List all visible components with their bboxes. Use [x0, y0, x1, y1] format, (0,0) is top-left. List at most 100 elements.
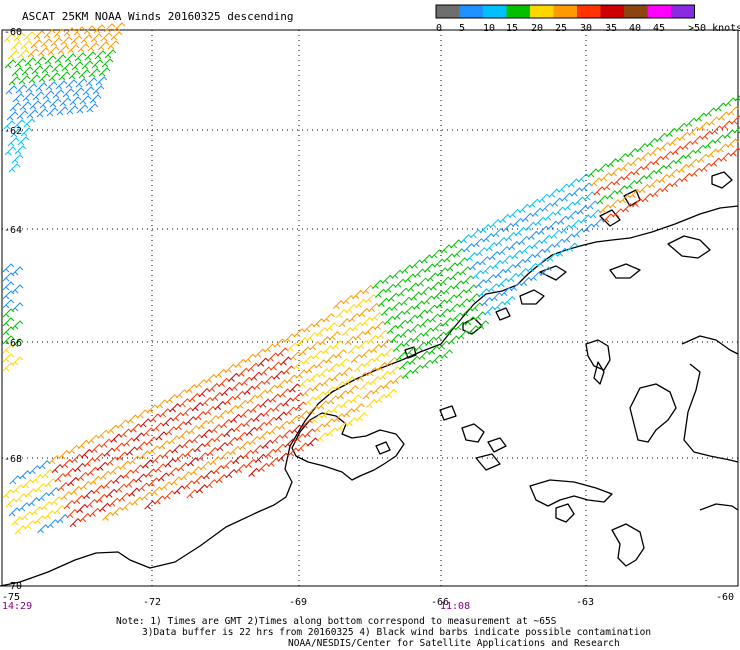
- wind-barb: [505, 231, 518, 241]
- wind-barb: [44, 510, 56, 520]
- wind-barb: [606, 190, 619, 200]
- wind-barb: [459, 266, 472, 276]
- legend-swatch: [671, 5, 695, 18]
- wind-barb: [534, 216, 547, 226]
- wind-barb: [492, 227, 505, 238]
- wind-barb: [23, 118, 36, 128]
- wind-barb: [84, 51, 97, 61]
- wind-barb: [191, 434, 203, 444]
- wind-barb: [61, 458, 74, 468]
- wind-barb: [33, 30, 46, 40]
- wind-barb: [411, 364, 424, 374]
- wind-barb: [323, 313, 335, 323]
- wind-barb: [461, 307, 474, 317]
- wind-barb: [87, 434, 100, 444]
- wind-barb: [556, 247, 569, 257]
- wind-barb: [151, 454, 164, 464]
- wind-barb: [332, 300, 345, 310]
- wind-barb: [452, 280, 465, 290]
- wind-barb: [136, 409, 149, 419]
- legend-label: 45: [653, 23, 665, 34]
- wind-barb: [225, 363, 237, 373]
- wind-barb: [508, 240, 521, 250]
- wind-barb: [130, 423, 142, 433]
- wind-barb: [322, 345, 334, 355]
- wind-barb: [17, 136, 30, 146]
- wind-barb: [95, 76, 108, 86]
- wind-barb: [236, 431, 248, 441]
- wind-barb: [145, 436, 158, 446]
- map-title: ASCAT 25KM NOAA Winds 20160325 descendin…: [22, 10, 294, 23]
- wind-barb: [502, 222, 515, 232]
- wind-barb: [171, 444, 184, 454]
- wind-barb: [15, 84, 28, 94]
- wind-barb: [78, 439, 90, 449]
- wind-barb: [74, 52, 87, 62]
- wind-barb: [26, 109, 39, 119]
- wind-barb: [427, 272, 439, 282]
- wind-barb: [70, 35, 83, 45]
- wind-barb: [141, 491, 153, 501]
- wind-barb: [30, 39, 43, 49]
- wind-barb: [669, 136, 681, 146]
- legend-swatch: [553, 5, 577, 18]
- wind-barb: [13, 32, 26, 42]
- wind-barb: [109, 465, 122, 475]
- wind-barb: [592, 218, 605, 228]
- wind-barb: [525, 221, 537, 231]
- wind-barb: [704, 139, 717, 149]
- wind-barb: [273, 370, 285, 380]
- wind-barb: [195, 378, 208, 389]
- wind-barb: [205, 373, 218, 383]
- wind-barb: [364, 325, 377, 335]
- wind-barb: [275, 411, 288, 421]
- wind-barb: [557, 215, 570, 225]
- wind-barb: [424, 263, 436, 273]
- wind-barb: [188, 425, 200, 435]
- wind-barb: [56, 514, 69, 524]
- wind-barbs: [2, 22, 740, 535]
- wind-barb: [310, 414, 323, 424]
- wind-barb: [9, 475, 22, 485]
- wind-barb: [684, 149, 697, 159]
- wind-barb: [421, 254, 433, 264]
- wind-barb: [438, 340, 450, 350]
- wind-barb: [276, 379, 288, 389]
- wind-barb: [63, 27, 76, 37]
- wind-barb: [520, 276, 533, 286]
- wind-barb: [318, 368, 331, 378]
- wind-barb: [632, 166, 645, 176]
- wind-barb: [609, 199, 622, 209]
- wind-barb: [396, 351, 408, 361]
- wind-barb: [277, 452, 290, 462]
- wind-barb: [482, 265, 494, 275]
- wind-barb: [623, 171, 635, 181]
- wind-barb: [678, 131, 691, 141]
- wind-barb: [430, 249, 443, 259]
- wind-barb: [47, 487, 60, 497]
- wind-barb: [462, 275, 475, 285]
- wind-barb: [122, 469, 135, 479]
- wind-barb: [328, 363, 340, 373]
- wind-barb: [76, 104, 89, 114]
- wind-barb: [372, 384, 385, 395]
- wind-barb: [330, 404, 343, 414]
- wind-barb: [485, 274, 497, 284]
- wind-barb: [531, 239, 543, 249]
- wind-barb: [428, 345, 441, 355]
- wind-barb: [2, 272, 15, 282]
- wind-barb: [661, 182, 674, 192]
- wind-barb: [209, 456, 222, 466]
- legend-label: 40: [629, 23, 641, 34]
- wind-barb: [724, 129, 736, 139]
- wind-barb: [375, 288, 387, 298]
- wind-barb: [128, 487, 141, 497]
- wind-barb: [66, 105, 79, 115]
- wind-barb: [123, 437, 135, 447]
- wind-barb: [91, 59, 104, 69]
- wind-barb: [249, 435, 261, 445]
- wind-barb: [412, 332, 425, 342]
- wind-barb: [701, 130, 714, 140]
- wind-barb: [430, 281, 442, 291]
- wind-barb: [413, 300, 426, 310]
